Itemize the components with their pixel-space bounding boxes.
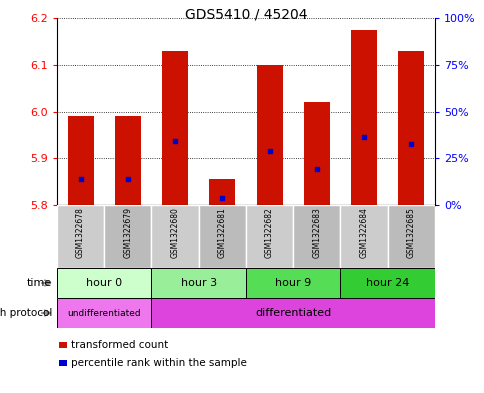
Text: GSM1322682: GSM1322682: [265, 207, 273, 258]
Text: differentiated: differentiated: [255, 308, 331, 318]
Bar: [245, 205, 293, 268]
Bar: [162, 51, 188, 205]
Bar: [350, 30, 377, 205]
Text: transformed count: transformed count: [71, 340, 168, 350]
Text: GSM1322681: GSM1322681: [217, 207, 227, 258]
Text: hour 0: hour 0: [86, 278, 122, 288]
Bar: [397, 51, 424, 205]
Text: time: time: [27, 278, 52, 288]
Bar: [57, 268, 151, 298]
Text: hour 9: hour 9: [274, 278, 311, 288]
Text: undifferentiated: undifferentiated: [67, 309, 141, 318]
Text: GSM1322678: GSM1322678: [76, 207, 85, 258]
Bar: [115, 116, 140, 205]
Bar: [198, 205, 245, 268]
Bar: [245, 268, 340, 298]
Bar: [303, 102, 329, 205]
Bar: [67, 116, 93, 205]
Bar: [104, 205, 151, 268]
Bar: [151, 268, 245, 298]
Text: percentile rank within the sample: percentile rank within the sample: [71, 358, 246, 368]
Bar: [293, 205, 340, 268]
Bar: [151, 298, 434, 328]
Text: GSM1322679: GSM1322679: [123, 207, 132, 258]
Bar: [387, 205, 434, 268]
Bar: [57, 205, 104, 268]
Text: GDS5410 / 45204: GDS5410 / 45204: [184, 8, 307, 22]
Text: hour 24: hour 24: [365, 278, 408, 288]
Bar: [151, 205, 198, 268]
Text: GSM1322683: GSM1322683: [312, 207, 321, 258]
Bar: [340, 205, 387, 268]
Text: hour 3: hour 3: [181, 278, 216, 288]
Bar: [57, 298, 151, 328]
Text: GSM1322680: GSM1322680: [170, 207, 179, 258]
Bar: [256, 65, 282, 205]
Text: growth protocol: growth protocol: [0, 308, 52, 318]
Bar: [340, 268, 434, 298]
Bar: [209, 179, 235, 205]
Text: GSM1322684: GSM1322684: [359, 207, 368, 258]
Text: GSM1322685: GSM1322685: [406, 207, 415, 258]
